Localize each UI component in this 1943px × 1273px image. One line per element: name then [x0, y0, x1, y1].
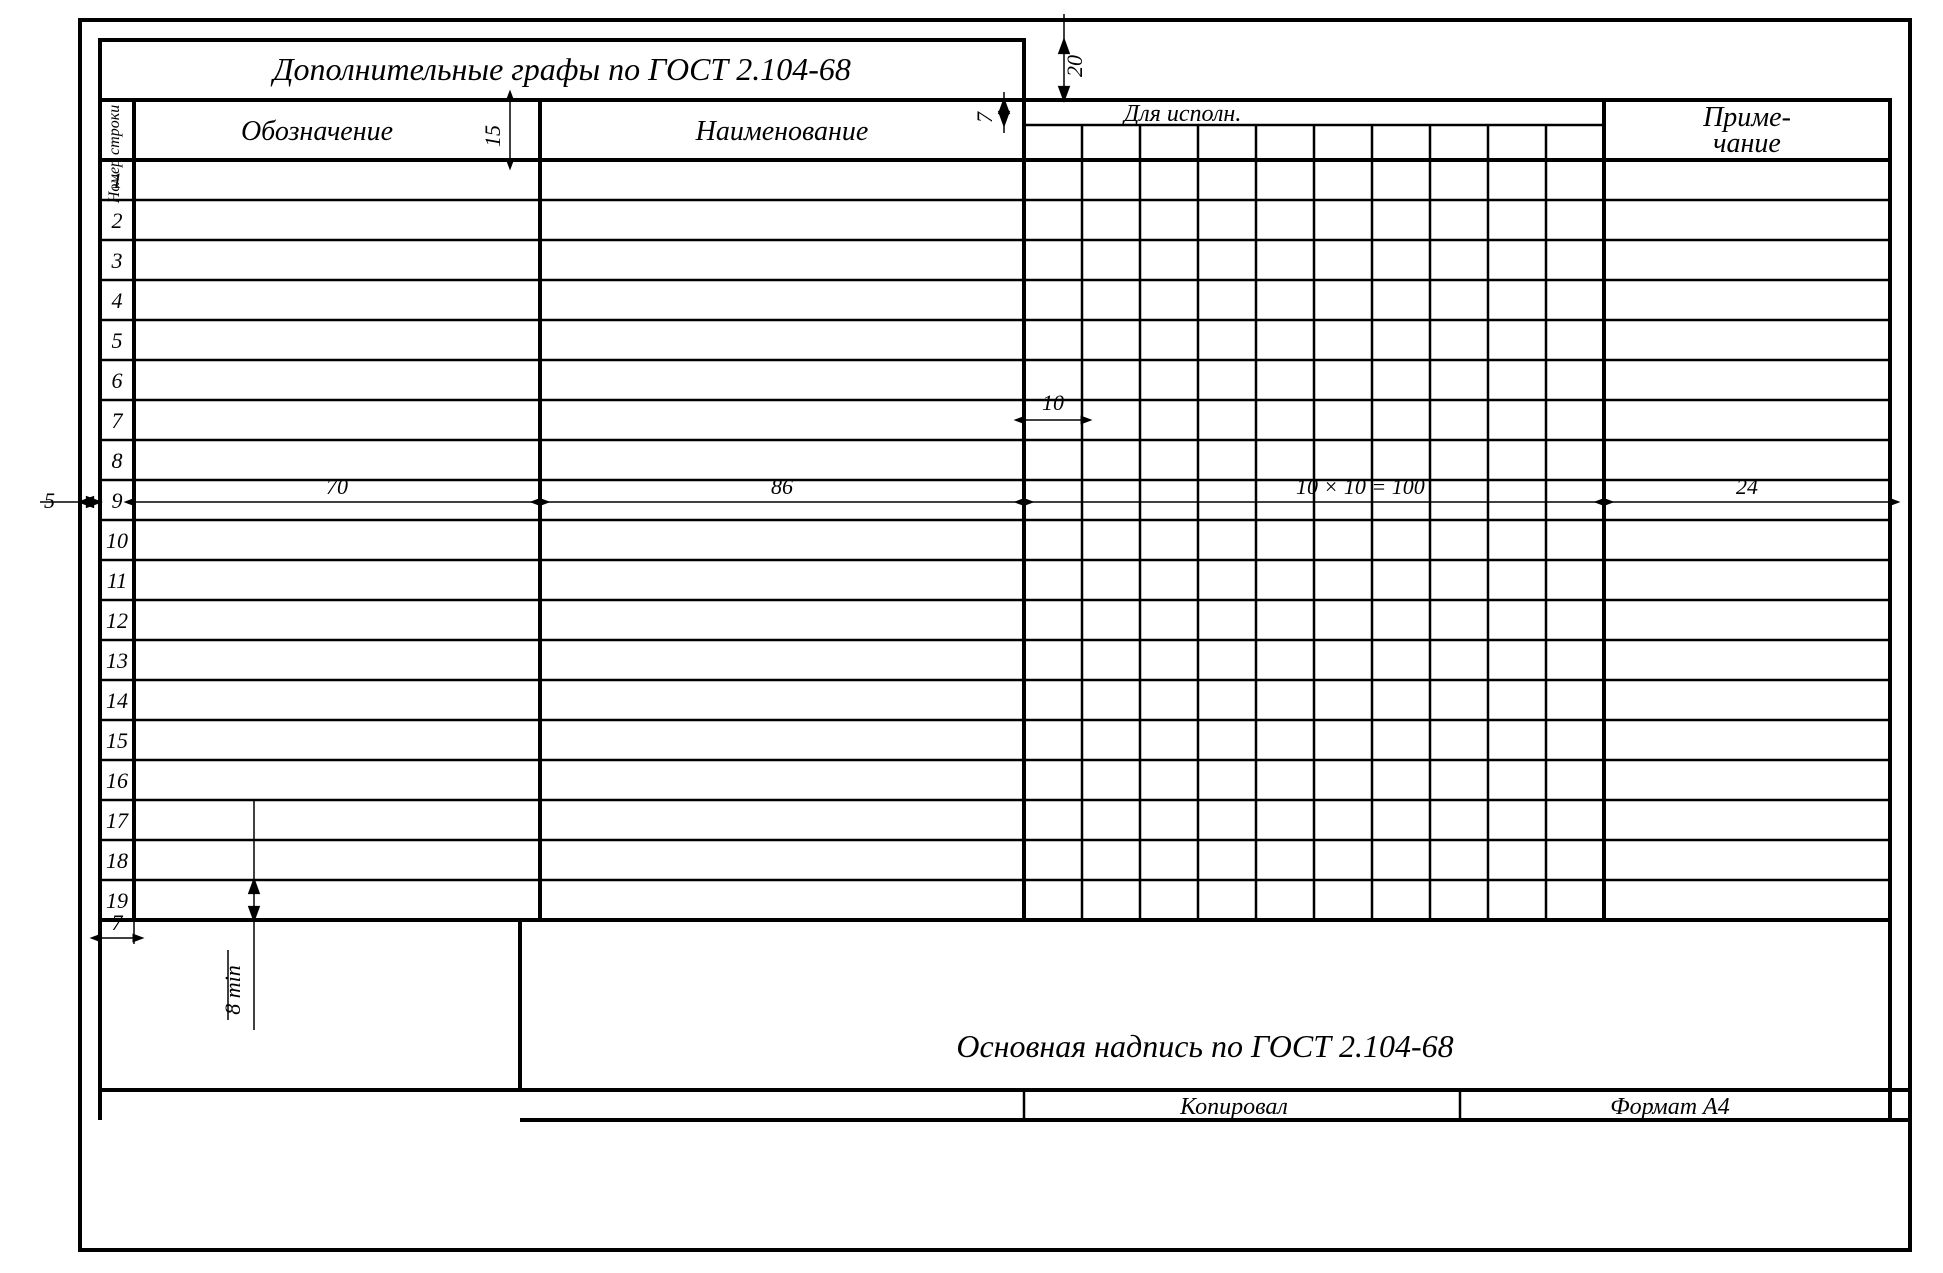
gost-form-diagram: Дополнительные графы по ГОСТ 2.104-68Ном… [0, 0, 1943, 1273]
svg-text:86: 86 [771, 474, 793, 499]
row-number: 11 [107, 568, 127, 593]
row-number: 7 [112, 408, 124, 433]
header-naim: Наименование [695, 116, 869, 147]
row-number: 14 [106, 688, 128, 713]
footer-title: Основная надпись по ГОСТ 2.104-68 [956, 1028, 1453, 1064]
footer-format: Формат А4 [1610, 1094, 1729, 1120]
row-number: 3 [111, 248, 123, 273]
row-number: 2 [112, 208, 123, 233]
row-number: 16 [106, 768, 128, 793]
footer-kopiroval: Копировал [1179, 1094, 1288, 1120]
svg-text:15: 15 [480, 125, 505, 147]
row-number: 17 [106, 808, 129, 833]
row-number: 4 [112, 288, 123, 313]
svg-text:20: 20 [1062, 55, 1087, 77]
svg-text:7: 7 [112, 910, 124, 935]
svg-text:8 min: 8 min [220, 965, 245, 1015]
row-number: 6 [112, 368, 123, 393]
row-number: 13 [106, 648, 128, 673]
row-number: 15 [106, 728, 128, 753]
svg-text:7: 7 [972, 111, 997, 123]
header-oboz: Обозначение [241, 116, 393, 147]
header-prim-2: чание [1713, 128, 1781, 159]
row-number: 5 [112, 328, 123, 353]
row-number: 10 [106, 528, 128, 553]
diagram-svg: Дополнительные графы по ГОСТ 2.104-68Ном… [0, 0, 1943, 1273]
row-number: 12 [106, 608, 128, 633]
svg-text:10 × 10 = 100: 10 × 10 = 100 [1296, 474, 1425, 499]
svg-text:70: 70 [326, 474, 348, 499]
svg-text:10: 10 [1042, 390, 1064, 415]
svg-text:24: 24 [1736, 474, 1758, 499]
top-banner-label: Дополнительные графы по ГОСТ 2.104-68 [270, 51, 851, 87]
header-ispoln: Для исполн. [1122, 101, 1241, 127]
row-number: 8 [112, 448, 123, 473]
row-number: 9 [112, 488, 123, 513]
svg-text:5: 5 [44, 488, 55, 513]
row-number: 18 [106, 848, 128, 873]
row-number: 1 [112, 168, 123, 193]
